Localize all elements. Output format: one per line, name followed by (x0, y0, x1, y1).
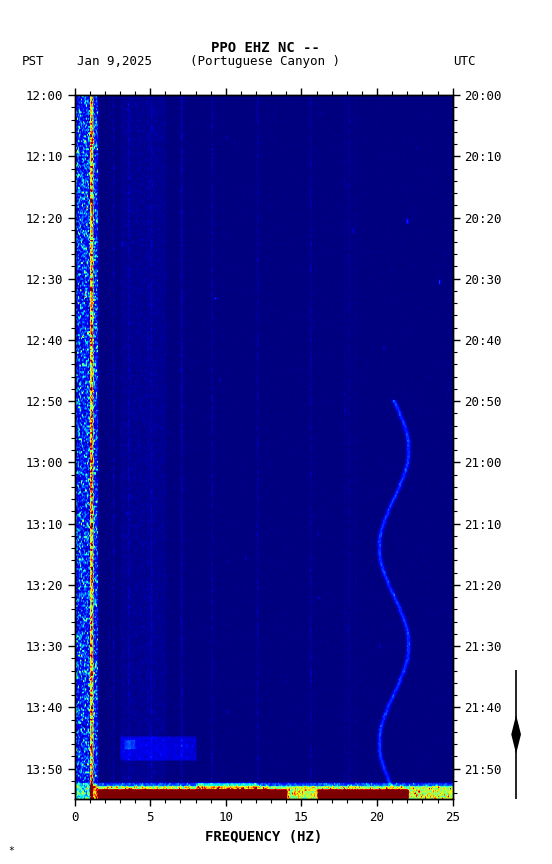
X-axis label: FREQUENCY (HZ): FREQUENCY (HZ) (205, 829, 322, 843)
Text: Jan 9,2025: Jan 9,2025 (77, 55, 152, 68)
Text: (Portuguese Canyon ): (Portuguese Canyon ) (190, 55, 340, 68)
Text: *: * (8, 846, 14, 855)
Polygon shape (511, 715, 521, 753)
Text: PPO EHZ NC --: PPO EHZ NC -- (210, 41, 320, 55)
Text: UTC: UTC (453, 55, 475, 68)
Text: PST: PST (22, 55, 45, 68)
